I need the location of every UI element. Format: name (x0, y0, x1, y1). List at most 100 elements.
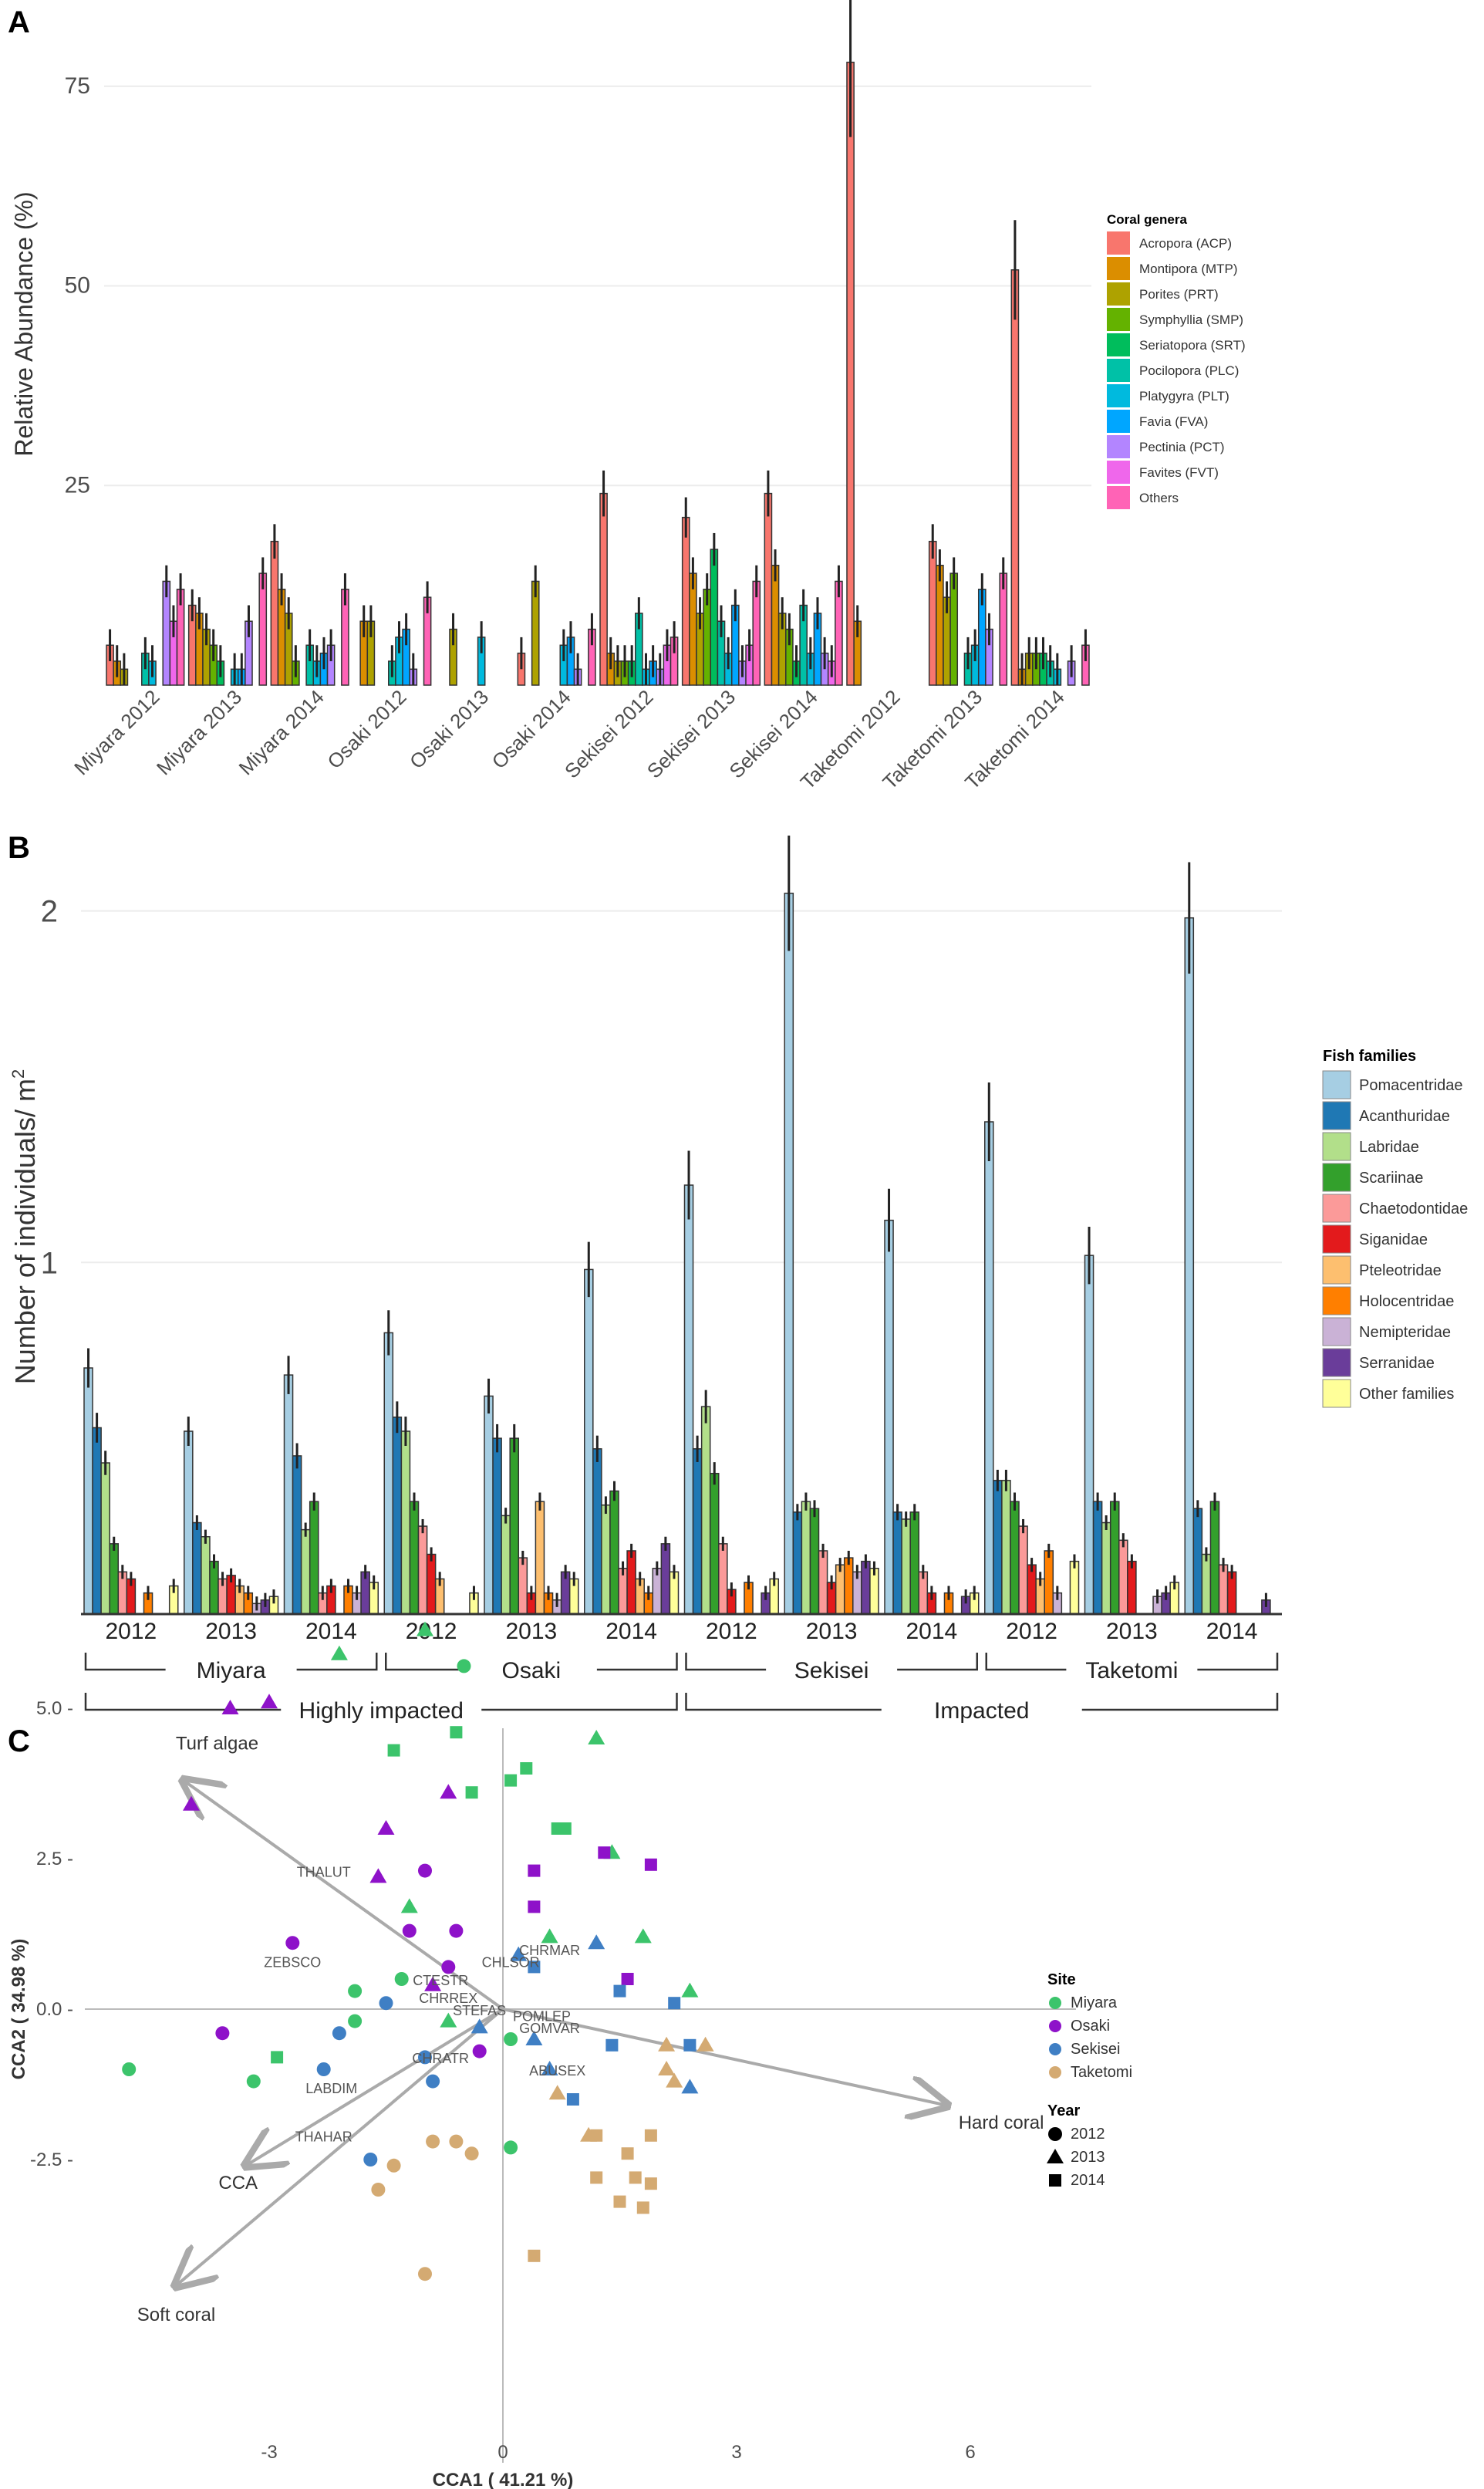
panel-a-legend-swatch-pectinia-pct (1107, 435, 1130, 458)
panel-c-point-sekisei-2012-49 (379, 1996, 393, 2011)
panel-c-species-chrrex: CHRREX (419, 1991, 477, 2006)
panel-c-point-sekisei-2012-59 (418, 2050, 432, 2065)
panel-b-bar-osaki-2013-acanthuridae (492, 1437, 502, 1615)
panel-c-legend-site-marker-osaki (1049, 2020, 1061, 2032)
panel-c-species-ctestr: CTESTR (413, 1973, 468, 1988)
panel-c-species-stefas: STEFAS (453, 2003, 506, 2018)
panel-c-vector-label-cca: CCA (218, 2173, 258, 2193)
panel-c-point-taketomi-2014-71 (629, 2171, 642, 2184)
panel-b-bar-sekisei-2012-acanthuridae (692, 1448, 703, 1615)
panel-c-point-sekisei-2013-44 (510, 1946, 528, 1961)
panel-c-point-miyara-2013-8 (588, 1730, 605, 1744)
panel-a-y-axis-label: Relative Abundance (%) (10, 191, 38, 456)
panel-b-bar-osaki-2012-labridae (400, 1430, 411, 1615)
panel-b-bar-taketomi-2013-acanthuridae (1092, 1501, 1103, 1615)
panel-b-xtick-taketomi-2014: 2014 (1206, 1619, 1258, 1644)
panel-b-bar-osaki-2013-labridae (501, 1515, 511, 1615)
panel-c-legend-year-marker-2014 (1049, 2174, 1061, 2187)
panel-c-point-osaki-2012-38 (472, 2044, 487, 2058)
panel-b-site-label-sekisei: Sekisei (794, 1658, 869, 1684)
panel-a-legend-item-favia-fva: Favia (FVA) (1139, 414, 1208, 429)
panel-c-point-sekisei-2012-61 (363, 2153, 378, 2166)
panel-a-legend-item-acropora-acp: Acropora (ACP) (1139, 236, 1232, 251)
panel-b-site-label-miyara: Miyara (197, 1658, 266, 1684)
panel-b-impact-label-highly-impacted: Highly impacted (299, 1698, 464, 1724)
panel-c-point-osaki-2012-32 (402, 1923, 417, 1938)
panel-b-fish-chart: 1 2 2012 2013 2014 2012 2013 2014 2012 2013 2014 2… (8, 836, 1468, 1724)
panel-b-bar-miyara-2013-scariinae (209, 1560, 219, 1615)
panel-c-point-sekisei-2012-60 (426, 2074, 440, 2089)
panel-c-point-miyara-2014-7 (504, 1774, 518, 1787)
panel-c-ytick-0: 0.0 - (36, 1999, 73, 2020)
panel-a-legend-swatch-symphyllia-smp (1107, 308, 1130, 331)
panel-c-point-miyara-2014-5 (465, 1786, 478, 1799)
panel-c-point-osaki-2012-33 (449, 1923, 464, 1938)
panel-b-bar-sekisei-2014-scariinae (909, 1511, 920, 1615)
panel-a-legend-swatch-acropora-acp (1107, 231, 1130, 255)
panel-c-cca-plot: Turf algae Hard coral CCA Soft coral THALUT… (8, 1621, 1132, 2489)
panel-a-legend-title: Coral genera (1107, 212, 1187, 227)
panel-a-bar-sekisei-2014-acropora-acp (764, 492, 773, 686)
panel-b-bar-sekisei-2013-holocentridae (843, 1557, 854, 1615)
panel-b-bar-miyara-2012-scariinae (109, 1543, 120, 1615)
panel-b-label: B (8, 831, 30, 865)
panel-c-point-osaki-2013-29 (440, 1784, 457, 1799)
panel-b-y-axis-label-sup: 2 (8, 1069, 28, 1079)
panel-b-legend-item-nemipteridae: Nemipteridae (1359, 1324, 1451, 1341)
panel-c-vector-cca (246, 2008, 504, 2166)
panel-c-legend-year-marker-2012 (1048, 2127, 1062, 2141)
panel-b-bar-sekisei-2012-pomacentridae (683, 1184, 694, 1615)
panel-c-species-labdim: LABDIM (305, 2081, 357, 2096)
panel-c-point-miyara-2012-2 (457, 1659, 471, 1673)
panel-c-point-miyara-2014-10 (551, 1822, 564, 1835)
panel-b-xtick-sekisei-2012: 2012 (706, 1619, 757, 1644)
panel-a-legend-item-pectinia-pct: Pectinia (PCT) (1139, 440, 1225, 454)
panel-c-species-gomvar: GOMVAR (519, 2021, 580, 2036)
panel-b-legend-swatch-siganidae (1322, 1224, 1351, 1254)
panel-b-bar-osaki-2013-chaetodontidae (518, 1557, 528, 1615)
panel-b-bar-taketomi-2013-siganidae (1127, 1560, 1137, 1615)
panel-a-legend-swatch-others (1107, 486, 1130, 509)
panel-c-x-axis-label: CCA1 ( 41.21 %) (433, 2470, 574, 2489)
panel-a-xtick-miyara-2014: Miyara 2014 (234, 685, 329, 779)
panel-a-bar-sekisei-2013-acropora-acp (681, 516, 690, 686)
panel-a-legend-item-pocilopora-plc: Pocilopora (PLC) (1139, 363, 1239, 378)
panel-c-point-osaki-2013-27 (183, 1795, 200, 1811)
panel-b-bar-taketomi-2014-labridae (1201, 1553, 1212, 1615)
panel-c-vector-soft-coral (176, 2008, 504, 2286)
panel-c-vector-label-hard-coral: Hard coral (959, 2112, 1044, 2133)
panel-c-point-miyara-2013-0 (417, 1621, 433, 1636)
panel-b-bar-osaki-2012-siganidae (426, 1553, 437, 1615)
panel-c-point-miyara-2013-1 (330, 1645, 348, 1660)
panel-c-legend-year-2012: 2012 (1071, 2126, 1105, 2143)
panel-b-legend-swatch-pomacentridae (1322, 1070, 1351, 1099)
panel-b-bar-sekisei-2014-labridae (901, 1518, 911, 1615)
panel-a-legend-swatch-favia-fva (1107, 410, 1130, 433)
panel-b-bar-miyara-2012-acanthuridae (92, 1427, 102, 1615)
panel-a-xtick-osaki-2013: Osaki 2013 (405, 685, 493, 773)
panel-b-xtick-sekisei-2013: 2013 (806, 1619, 858, 1644)
panel-c-point-miyara-2014-3 (450, 1726, 463, 1739)
panel-b-legend-item-chaetodontidae: Chaetodontidae (1359, 1201, 1468, 1217)
panel-c-point-taketomi-2014-75 (636, 2201, 649, 2214)
panel-a-legend: Coral genera Acropora (ACP) Montipora (MT… (1107, 212, 1246, 509)
panel-a-xtick-miyara-2012: Miyara 2012 (69, 685, 164, 779)
panel-b-bar-osaki-2014-siganidae (626, 1550, 636, 1615)
panel-b-bar-sekisei-2014-pomacentridae (884, 1219, 894, 1615)
panel-b-bar-taketomi-2014-pomacentridae (1184, 917, 1195, 1615)
panel-b-legend-item-serranidae: Serranidae (1359, 1355, 1435, 1372)
panel-b-legend-item-scariinae: Scariinae (1359, 1170, 1423, 1187)
panel-c-point-sekisei-2014-56 (566, 2093, 579, 2106)
panel-b-bar-miyara-2014-pomacentridae (283, 1374, 294, 1615)
panel-c-species-thalut: THALUT (297, 1864, 351, 1879)
panel-b-site-label-bg-miyara (165, 1656, 297, 1684)
panel-b-impact-label-bg-impacted (881, 1696, 1082, 1724)
panel-c-point-sekisei-2014-47 (613, 1984, 626, 1998)
panel-c-point-miyara-2012-24 (504, 2140, 518, 2155)
panel-a-legend-item-symphyllia-smp: Symphyllia (SMP) (1139, 312, 1243, 327)
panel-b-y-axis-label: Number of individuals/ m2 (8, 1069, 41, 1384)
panel-b-bar-osaki-2012-pomacentridae (383, 1332, 394, 1615)
panel-c-point-miyara-2012-23 (504, 2032, 518, 2046)
panel-c-legend-year-title: Year (1047, 2102, 1080, 2119)
panel-b-site-label-bg-taketomi (1066, 1656, 1198, 1684)
